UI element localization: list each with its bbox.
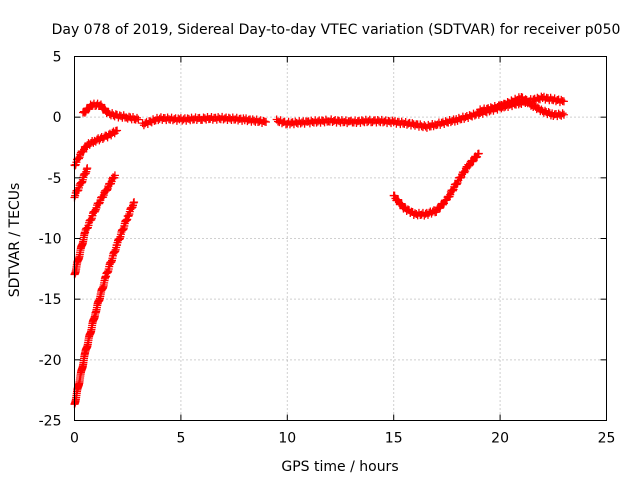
data-point <box>80 108 89 117</box>
y-tick-label: 0 <box>53 110 62 126</box>
data-point <box>448 186 457 195</box>
data-points <box>70 92 568 409</box>
data-point <box>460 168 469 177</box>
y-tick-label: -25 <box>39 414 62 430</box>
data-point <box>474 149 483 158</box>
series-arc-1 <box>70 126 122 170</box>
y-tick-label: 5 <box>53 50 62 66</box>
x-tick-label: 5 <box>176 431 185 447</box>
series-arc-5 <box>79 99 143 124</box>
series-arc-3 <box>70 171 119 279</box>
data-point <box>99 193 108 202</box>
data-point <box>456 174 465 183</box>
data-point <box>103 186 112 195</box>
x-tick-label: 10 <box>278 431 296 447</box>
data-point <box>110 171 119 180</box>
series-arc-9 <box>389 149 483 220</box>
data-point <box>559 97 568 106</box>
x-tick-label: 20 <box>491 431 509 447</box>
data-point <box>445 192 454 201</box>
gridlines <box>74 56 607 421</box>
chart-title: Day 078 of 2019, Sidereal Day-to-day VTE… <box>52 22 621 38</box>
data-point <box>113 126 122 135</box>
data-point <box>439 200 448 209</box>
data-point <box>452 180 461 189</box>
data-point <box>130 198 139 207</box>
data-point <box>468 157 477 166</box>
data-point <box>91 205 100 214</box>
x-tick-label: 0 <box>70 431 79 447</box>
data-point <box>133 113 142 122</box>
y-axis-label: SDTVAR / TECUs <box>7 183 23 298</box>
x-tick-label: 25 <box>598 431 616 447</box>
data-point <box>83 164 92 173</box>
series-arc-2 <box>70 164 92 202</box>
data-point <box>559 110 568 119</box>
y-tick-label: -15 <box>39 292 62 308</box>
x-ticks: 0 5 10 15 20 25 <box>70 56 616 447</box>
data-point <box>558 109 567 118</box>
data-point <box>95 199 104 208</box>
y-ticks: 5 0 -5 -10 -15 -20 -25 <box>39 50 607 430</box>
y-tick-label: -20 <box>39 353 62 369</box>
y-tick-label: -10 <box>39 232 62 248</box>
data-point <box>262 118 271 127</box>
x-tick-label: 15 <box>385 431 403 447</box>
x-axis-label: GPS time / hours <box>281 459 398 475</box>
series-arc-6 <box>138 112 271 130</box>
data-point <box>465 161 474 170</box>
y-tick-label: -5 <box>48 171 62 187</box>
series-arc-8 <box>474 93 568 121</box>
series-arc-4 <box>70 198 139 409</box>
data-point <box>134 115 143 124</box>
